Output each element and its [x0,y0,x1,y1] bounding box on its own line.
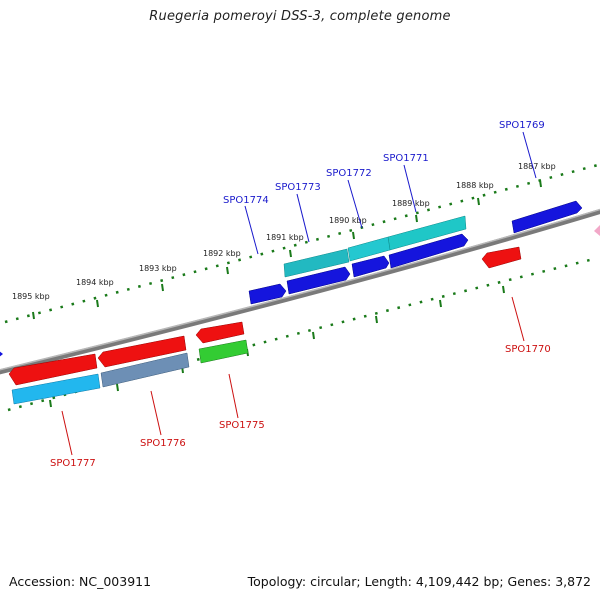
gene-spo1777-a[interactable] [8,353,98,386]
genome-backbone-highlight [0,208,600,371]
gene-label-spo1776[interactable]: SPO1776 [140,438,186,449]
tick-label: 1889 kbp [392,199,430,208]
gene-spo1769[interactable] [511,200,583,234]
gene-spo1776[interactable] [100,352,190,388]
gene-spo1773-b[interactable] [286,266,351,295]
tick-label: 1891 kbp [266,233,304,242]
gene-spo1774[interactable] [248,283,287,305]
gene-label-spo1777[interactable]: SPO1777 [50,458,96,469]
gene-partial-right[interactable] [594,225,600,236]
gene-label-spo1774[interactable]: SPO1774 [223,195,269,206]
gene-partial-left[interactable] [0,350,3,358]
tick-label: 1893 kbp [139,264,177,273]
gene-label-spo1771[interactable]: SPO1771 [383,153,429,164]
gene-spo1772[interactable] [347,236,391,262]
gene-label-spo1775[interactable]: SPO1775 [219,420,265,431]
tick-label: 1890 kbp [329,216,367,225]
gene-spo1775-a[interactable] [195,321,245,344]
gene-spo1770[interactable] [481,246,522,269]
genome-backbone [0,208,600,375]
genome-summary-text: Topology: circular; Length: 4,109,442 bp… [247,574,591,589]
tick-label: 1892 kbp [203,249,241,258]
tick-label: 1888 kbp [456,181,494,190]
inner-major-ticks [49,285,505,408]
gene-spo1772-b[interactable] [351,255,390,278]
map-title: Ruegeria pomeroyi DSS-3, complete genome [149,9,451,24]
gene-label-spo1772[interactable]: SPO1772 [326,168,372,179]
gene-spo1777[interactable] [11,373,101,405]
tick-label: 1887 kbp [518,162,556,171]
tick-label: 1895 kbp [12,292,50,301]
tick-label: 1894 kbp [76,278,114,287]
outer-major-ticks [32,179,542,320]
gene-spo1776-a[interactable] [97,335,187,368]
gene-label-spo1770[interactable]: SPO1770 [505,344,551,355]
gene-spo1773[interactable] [283,248,350,278]
gene-spo1771-b[interactable] [388,233,469,269]
gene-spo1775[interactable] [198,339,249,364]
gene-label-spo1769[interactable]: SPO1769 [499,120,545,131]
accession-text: Accession: NC_003911 [9,574,152,589]
label-leader-lines [61,131,537,456]
gene-label-spo1773[interactable]: SPO1773 [275,182,321,193]
